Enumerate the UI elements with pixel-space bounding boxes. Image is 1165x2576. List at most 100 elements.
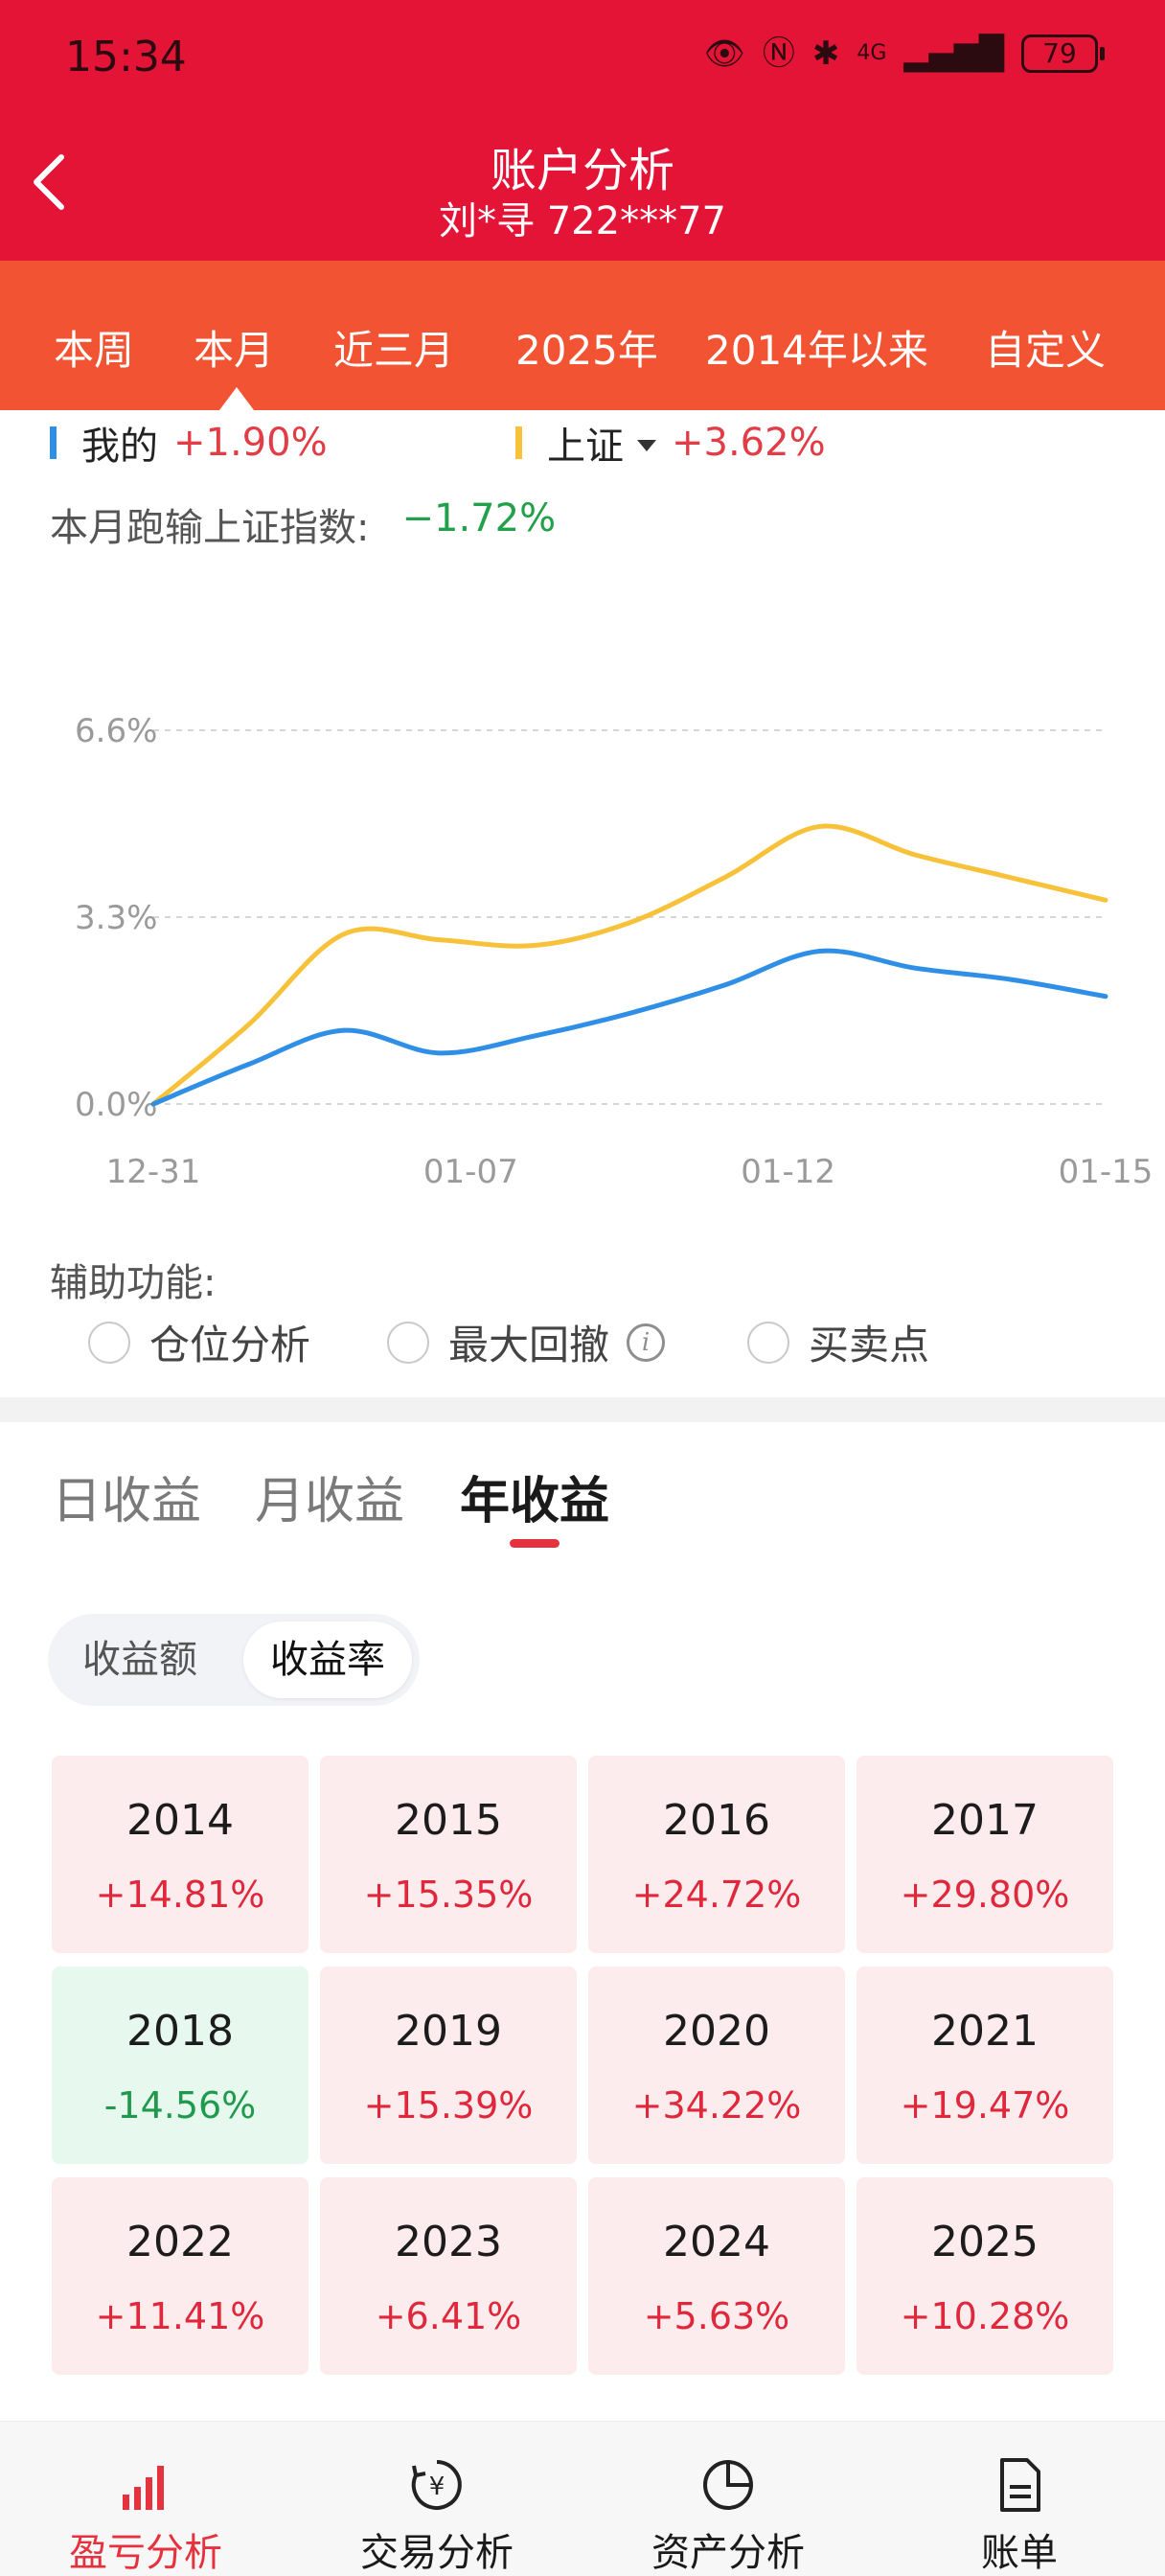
bluetooth-icon: ✱: [811, 34, 840, 73]
radio-icon[interactable]: [387, 1321, 429, 1364]
signal-icon: ▂▄▆█: [903, 34, 1004, 73]
returns-tab-underline: [510, 1539, 560, 1548]
return-type-segment: 收益额 收益率: [48, 1614, 420, 1706]
year-label: 2014: [126, 1796, 234, 1845]
year-return-card[interactable]: 2021 +19.47%: [857, 1966, 1113, 2164]
nav-asset-analysis[interactable]: 资产分析: [582, 2422, 874, 2576]
period-tabs: 本周 本月 近三月 2025年 2014年以来 自定义: [0, 261, 1165, 410]
year-return-card[interactable]: 2025 +10.28%: [857, 2177, 1113, 2375]
nav-pnl-analysis[interactable]: 盈亏分析: [0, 2422, 291, 2576]
tab-three-months[interactable]: 近三月: [333, 327, 455, 374]
year-return-card[interactable]: 2015 +15.35%: [320, 1756, 577, 1953]
year-label: 2020: [663, 2007, 770, 2056]
year-rate: +24.72%: [631, 1874, 802, 1916]
year-label: 2021: [931, 2007, 1039, 2056]
tab-since-2014[interactable]: 2014年以来: [705, 327, 928, 374]
year-return-card[interactable]: 2022 +11.41%: [52, 2177, 308, 2375]
year-label: 2015: [395, 1796, 502, 1845]
tab-this-week[interactable]: 本周: [54, 327, 135, 374]
aux-label: 辅助功能:: [50, 1261, 217, 1305]
year-rate: -14.56%: [103, 2084, 257, 2127]
tab-2025[interactable]: 2025年: [515, 327, 658, 374]
legend-swatch-mine: [50, 426, 57, 459]
network-label: 4G: [857, 41, 887, 65]
legend-index-label: 上证: [547, 425, 624, 469]
tab-yearly-returns[interactable]: 年收益: [460, 1473, 610, 1530]
year-label: 2025: [931, 2218, 1039, 2266]
eye-icon: 👁: [703, 34, 745, 73]
aux-option-label: 买卖点: [809, 1322, 930, 1368]
pie-chart-icon: [703, 2460, 753, 2510]
page-title: 账户分析: [490, 144, 674, 197]
year-rate: +29.80%: [900, 1874, 1070, 1916]
return-chart: 0.0% 3.3% 6.6% 12-31 01-07 01-12 01-15: [75, 712, 1154, 1191]
y-tick-label: 6.6%: [75, 712, 157, 750]
legend-mine-value: +1.90%: [173, 421, 328, 465]
year-label: 2018: [126, 2007, 234, 2056]
legend-mine: 我的 +1.90%: [50, 416, 328, 470]
year-return-card[interactable]: 2020 +34.22%: [588, 1966, 845, 2164]
info-icon[interactable]: i: [627, 1322, 666, 1362]
nav-label: 资产分析: [651, 2531, 805, 2575]
year-label: 2022: [126, 2218, 234, 2266]
status-icons: 👁 Ⓝ ✱ 4G ▂▄▆█ 79: [703, 33, 1105, 75]
nav-bills[interactable]: 账单: [874, 2422, 1165, 2576]
aux-option-label: 仓位分析: [149, 1322, 311, 1368]
x-tick-label: 01-15: [1059, 1153, 1154, 1191]
svg-text:¥: ¥: [429, 2472, 445, 2501]
app-header: 15:34 👁 Ⓝ ✱ 4G ▂▄▆█ 79 账户分析 刘*寻 722***77: [0, 0, 1165, 261]
nav-label: 账单: [981, 2531, 1058, 2575]
x-tick-label: 01-07: [423, 1153, 518, 1191]
year-return-card[interactable]: 2014 +14.81%: [52, 1756, 308, 1953]
legend-mine-label: 我的: [81, 425, 158, 469]
year-return-card[interactable]: 2016 +24.72%: [588, 1756, 845, 1953]
year-rate: +10.28%: [900, 2295, 1070, 2337]
aux-position-analysis[interactable]: 仓位分析: [88, 1313, 310, 1371]
legend-swatch-index: [515, 426, 522, 459]
document-icon: [1000, 2458, 1040, 2512]
year-rate: +15.39%: [363, 2084, 534, 2127]
tab-daily-returns[interactable]: 日收益: [52, 1473, 202, 1530]
year-label: 2016: [663, 1796, 770, 1845]
year-rate: +19.47%: [900, 2084, 1070, 2127]
year-return-card[interactable]: 2024 +5.63%: [588, 2177, 845, 2375]
battery-icon: 79: [1021, 34, 1105, 73]
tab-custom[interactable]: 自定义: [985, 327, 1107, 374]
tab-monthly-returns[interactable]: 月收益: [255, 1473, 405, 1530]
year-rate: +15.35%: [363, 1874, 534, 1916]
section-divider: [0, 1397, 1165, 1422]
account-subtitle: 刘*寻 722***77: [439, 199, 726, 243]
x-tick-label: 01-12: [741, 1153, 835, 1191]
year-rate: +14.81%: [95, 1874, 265, 1916]
year-rate: +11.41%: [95, 2295, 265, 2337]
back-icon[interactable]: [29, 151, 71, 213]
radio-icon[interactable]: [88, 1321, 130, 1364]
year-return-card[interactable]: 2018 -14.56%: [52, 1966, 308, 2164]
compare-row: 本月跑输上证指数: −1.72%: [50, 496, 556, 552]
year-return-card[interactable]: 2017 +29.80%: [857, 1756, 1113, 1953]
year-return-card[interactable]: 2019 +15.39%: [320, 1966, 577, 2164]
year-rate: +5.63%: [643, 2295, 790, 2337]
yearly-returns-grid: 2014 +14.81% 2015 +15.35% 2016 +24.72% 2017 +29…: [52, 1756, 1117, 2375]
year-label: 2017: [931, 1796, 1039, 1845]
legend-index[interactable]: 上证 +3.62%: [515, 416, 826, 470]
radio-icon[interactable]: [747, 1321, 789, 1364]
active-tab-indicator: [219, 387, 254, 410]
year-return-card[interactable]: 2023 +6.41%: [320, 2177, 577, 2375]
series-line-mine: [150, 948, 1108, 1107]
year-label: 2023: [395, 2218, 502, 2266]
segment-rate[interactable]: 收益率: [243, 1622, 412, 1698]
year-label: 2019: [395, 2007, 502, 2056]
compare-label: 本月跑输上证指数:: [50, 506, 370, 550]
aux-trade-points[interactable]: 买卖点: [747, 1313, 929, 1371]
nav-label: 交易分析: [360, 2531, 514, 2575]
year-rate: +34.22%: [631, 2084, 802, 2127]
segment-amount[interactable]: 收益额: [82, 1638, 197, 1682]
aux-max-drawdown[interactable]: 最大回撤 i: [387, 1313, 666, 1371]
dropdown-icon: [637, 440, 656, 451]
tab-this-month[interactable]: 本月: [194, 327, 275, 374]
series-line-index: [150, 823, 1108, 1107]
compare-value: −1.72%: [401, 496, 557, 540]
legend-index-value: +3.62%: [672, 421, 826, 465]
nav-trade-analysis[interactable]: ¥ 交易分析: [291, 2422, 582, 2576]
